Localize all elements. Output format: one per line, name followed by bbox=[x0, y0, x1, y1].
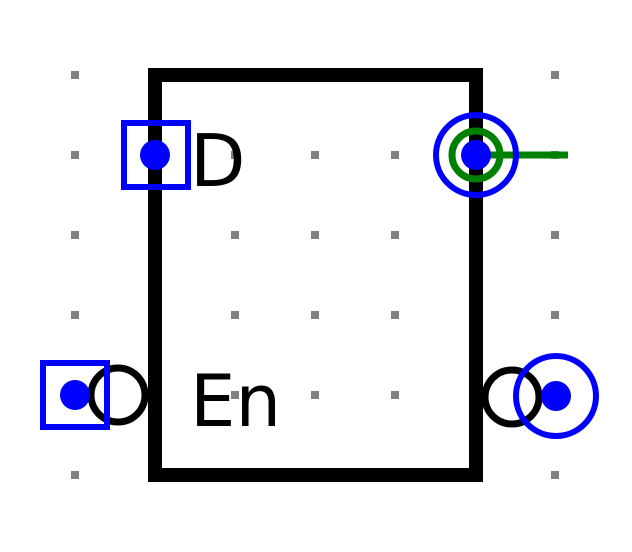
q-inversion-bubble-icon bbox=[481, 366, 543, 428]
grid-dot bbox=[391, 391, 399, 399]
q-output-dot bbox=[461, 140, 491, 170]
grid-dot bbox=[551, 471, 559, 479]
q-inverted-output-dot bbox=[541, 381, 571, 411]
q-inverted-output-selection-ring bbox=[513, 353, 599, 439]
grid-dot bbox=[551, 71, 559, 79]
d-input-label: D bbox=[190, 119, 245, 203]
grid-dot bbox=[71, 231, 79, 239]
grid-dot bbox=[551, 311, 559, 319]
grid-dot bbox=[71, 471, 79, 479]
grid-dot bbox=[391, 151, 399, 159]
d-input-dot bbox=[140, 140, 170, 170]
grid-dot bbox=[311, 151, 319, 159]
enable-input-dot bbox=[60, 380, 90, 410]
grid-dot bbox=[71, 311, 79, 319]
grid-dot bbox=[231, 311, 239, 319]
d-input-selection-box bbox=[121, 120, 191, 190]
grid-dot bbox=[311, 231, 319, 239]
grid-dot bbox=[71, 71, 79, 79]
grid-dot bbox=[71, 151, 79, 159]
grid-dot bbox=[311, 311, 319, 319]
grid-dot bbox=[231, 391, 239, 399]
latch-body[interactable] bbox=[148, 68, 483, 482]
q-output-pin[interactable] bbox=[433, 112, 568, 198]
grid-dot bbox=[551, 231, 559, 239]
q-output-selection-ring bbox=[433, 112, 519, 198]
enable-inversion-bubble-icon bbox=[87, 364, 149, 426]
q-output-connected-ring bbox=[448, 127, 504, 183]
enable-input-pin[interactable] bbox=[40, 360, 149, 430]
d-input-pin[interactable] bbox=[121, 120, 191, 190]
enable-input-label: En bbox=[190, 359, 281, 443]
grid-dot bbox=[231, 151, 239, 159]
enable-input-selection-box bbox=[40, 360, 110, 430]
q-inverted-output-pin[interactable] bbox=[481, 353, 599, 439]
grid-dot bbox=[311, 391, 319, 399]
grid-dot bbox=[231, 231, 239, 239]
grid-dot bbox=[391, 311, 399, 319]
grid-dot bbox=[391, 231, 399, 239]
